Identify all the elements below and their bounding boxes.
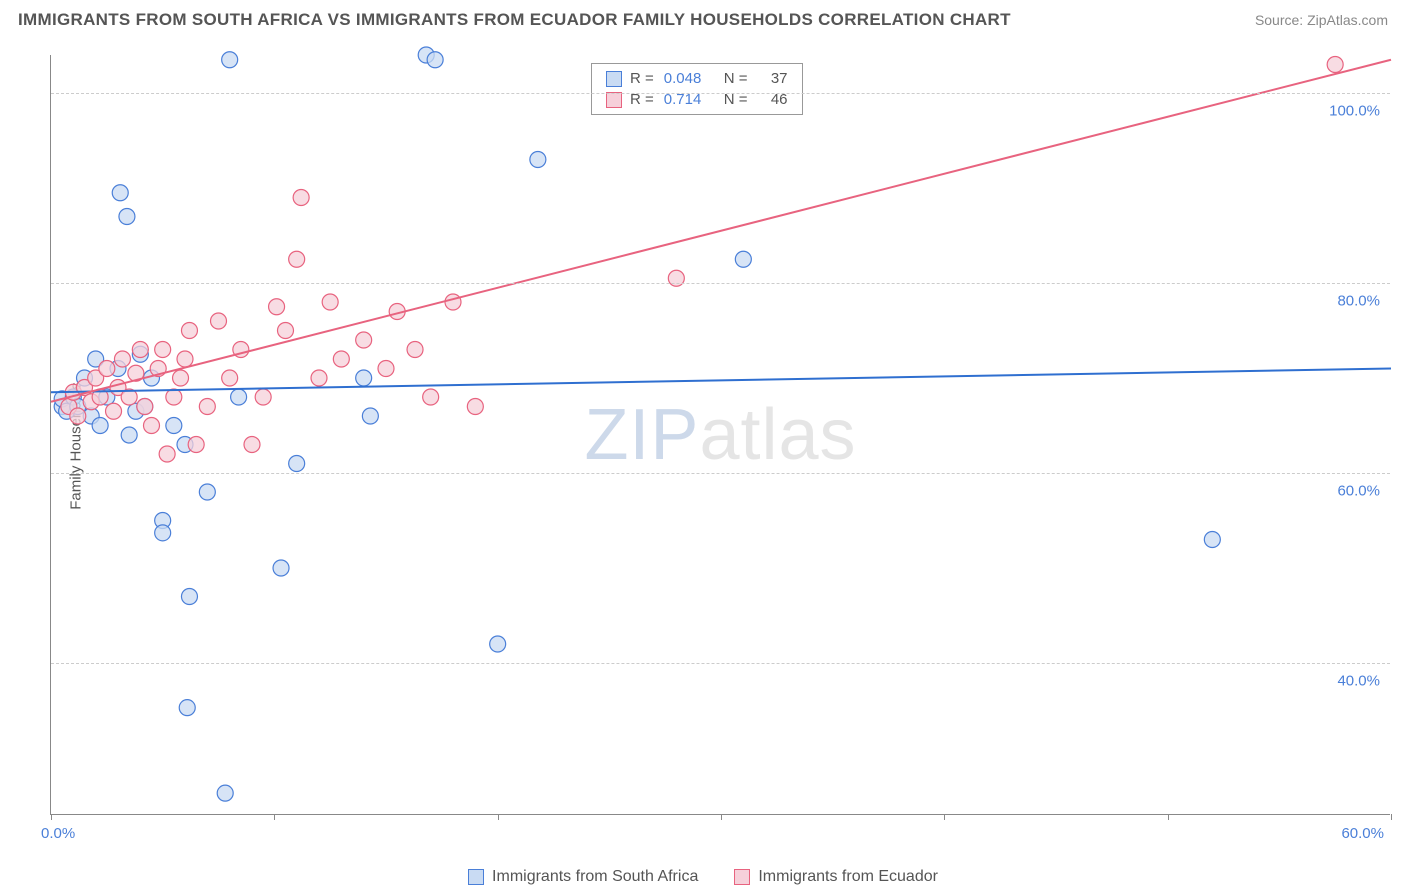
scatter-svg [51,55,1390,814]
data-point [273,560,289,576]
data-point [231,389,247,405]
data-point [311,370,327,386]
data-point [1327,57,1343,73]
data-point [244,437,260,453]
ytick-label: 60.0% [1337,483,1380,500]
data-point [211,313,227,329]
data-point [92,418,108,434]
data-point [137,399,153,415]
data-point [188,437,204,453]
gridline-h [51,473,1390,474]
data-point [1204,532,1220,548]
data-point [278,323,294,339]
data-point [289,251,305,267]
data-point [356,332,372,348]
data-point [166,389,182,405]
legend-swatch-icon [734,869,750,885]
data-point [155,342,171,358]
data-point [445,294,461,310]
gridline-h [51,93,1390,94]
xtick [944,814,945,820]
data-point [222,370,238,386]
xtick [274,814,275,820]
legend-label-1: Immigrants from Ecuador [758,868,938,886]
data-point [217,785,233,801]
chart-plot-area: ZIPatlas R = 0.048 N = 37 R = 0.714 N = … [50,55,1390,815]
chart-title: IMMIGRANTS FROM SOUTH AFRICA VS IMMIGRAN… [18,10,1011,30]
legend-item-0: Immigrants from South Africa [468,868,698,886]
xtick [721,814,722,820]
legend-label-0: Immigrants from South Africa [492,868,698,886]
data-point [99,361,115,377]
header: IMMIGRANTS FROM SOUTH AFRICA VS IMMIGRAN… [0,0,1406,36]
data-point [106,403,122,419]
xtick [51,814,52,820]
legend-item-1: Immigrants from Ecuador [734,868,938,886]
data-point [222,52,238,68]
data-point [114,351,130,367]
data-point [121,427,137,443]
xtick-label-right: 60.0% [1341,825,1384,842]
data-point [112,185,128,201]
data-point [181,323,197,339]
data-point [423,389,439,405]
ytick-label: 100.0% [1329,103,1380,120]
data-point [177,351,193,367]
data-point [255,389,271,405]
data-point [144,418,160,434]
xtick [498,814,499,820]
data-point [132,342,148,358]
data-point [199,399,215,415]
data-point [735,251,751,267]
data-point [179,700,195,716]
data-point [70,408,86,424]
data-point [333,351,349,367]
data-point [407,342,423,358]
ytick-label: 40.0% [1337,673,1380,690]
data-point [322,294,338,310]
data-point [119,209,135,225]
data-point [293,190,309,206]
trend-line [51,60,1391,402]
legend-bottom: Immigrants from South Africa Immigrants … [0,868,1406,886]
data-point [159,446,175,462]
data-point [467,399,483,415]
source-attribution: Source: ZipAtlas.com [1255,12,1388,28]
data-point [289,456,305,472]
data-point [155,525,171,541]
data-point [490,636,506,652]
xtick-label-left: 0.0% [41,825,75,842]
data-point [199,484,215,500]
data-point [269,299,285,315]
data-point [362,408,378,424]
gridline-h [51,663,1390,664]
ytick-label: 80.0% [1337,293,1380,310]
data-point [173,370,189,386]
xtick [1391,814,1392,820]
data-point [166,418,182,434]
xtick [1168,814,1169,820]
gridline-h [51,283,1390,284]
trend-line [51,369,1391,393]
data-point [378,361,394,377]
data-point [356,370,372,386]
data-point [181,589,197,605]
legend-swatch-icon [468,869,484,885]
data-point [530,152,546,168]
data-point [427,52,443,68]
